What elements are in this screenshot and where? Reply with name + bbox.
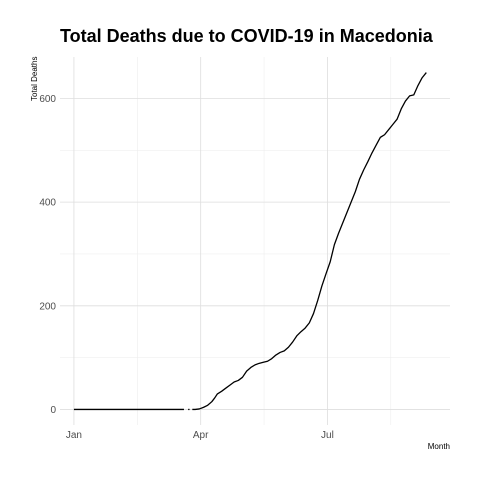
- x-axis-title: Month: [428, 442, 450, 451]
- series-line-segment: [192, 72, 427, 411]
- y-tick-label: 0: [50, 405, 56, 416]
- chart-title: Total Deaths due to COVID-19 in Macedoni…: [60, 26, 433, 46]
- x-tick-label: Jul: [321, 430, 334, 441]
- tick-labels: Jan Apr Jul 0 200 400 600: [39, 94, 334, 441]
- series-layer: [73, 72, 427, 411]
- major-gridlines: [60, 57, 450, 425]
- y-axis-title: Total Deaths: [30, 57, 39, 101]
- x-tick-label: Jan: [66, 430, 82, 441]
- y-tick-label: 400: [39, 198, 56, 209]
- minor-gridlines: [60, 57, 450, 425]
- y-tick-label: 600: [39, 94, 56, 105]
- y-tick-label: 200: [39, 301, 56, 312]
- x-tick-label: Apr: [193, 430, 209, 441]
